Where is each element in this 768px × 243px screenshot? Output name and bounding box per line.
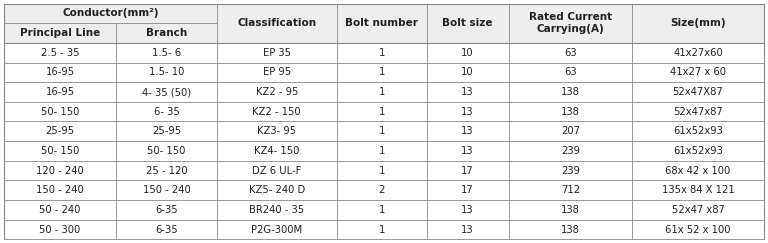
Text: 135x 84 X 121: 135x 84 X 121: [662, 185, 734, 195]
Text: 2: 2: [379, 185, 385, 195]
Text: 239: 239: [561, 146, 580, 156]
Bar: [4, 102, 764, 122]
Text: 1: 1: [379, 205, 385, 215]
Text: 138: 138: [561, 107, 580, 117]
Text: 239: 239: [561, 166, 580, 176]
Text: 138: 138: [561, 205, 580, 215]
Bar: [4, 43, 764, 62]
Text: Size(mm): Size(mm): [670, 18, 726, 28]
Text: 6- 35: 6- 35: [154, 107, 180, 117]
Text: 150 - 240: 150 - 240: [36, 185, 84, 195]
Bar: [4, 122, 764, 141]
Text: KZ3- 95: KZ3- 95: [257, 126, 296, 136]
Text: P2G-300M: P2G-300M: [251, 225, 303, 234]
Text: 6-35: 6-35: [155, 225, 178, 234]
Text: 61x52x93: 61x52x93: [673, 146, 723, 156]
Text: KZ2 - 150: KZ2 - 150: [253, 107, 301, 117]
Text: 138: 138: [561, 87, 580, 97]
Text: KZ2 - 95: KZ2 - 95: [256, 87, 298, 97]
Text: BR240 - 35: BR240 - 35: [250, 205, 304, 215]
Text: Conductor(mm²): Conductor(mm²): [62, 9, 158, 18]
Text: 138: 138: [561, 225, 580, 234]
Text: 13: 13: [462, 225, 474, 234]
Text: Branch: Branch: [146, 28, 187, 38]
Text: 1: 1: [379, 225, 385, 234]
Text: 63: 63: [564, 48, 577, 58]
Text: 50- 150: 50- 150: [41, 146, 79, 156]
Text: 1: 1: [379, 146, 385, 156]
Bar: [4, 220, 764, 239]
Text: EP 35: EP 35: [263, 48, 291, 58]
Bar: [4, 63, 764, 82]
Text: Classification: Classification: [237, 18, 316, 28]
Text: 41x27 x 60: 41x27 x 60: [670, 67, 726, 77]
Text: 2.5 - 35: 2.5 - 35: [41, 48, 79, 58]
Text: DZ 6 UL-F: DZ 6 UL-F: [252, 166, 302, 176]
Text: 120 - 240: 120 - 240: [36, 166, 84, 176]
Text: 150 - 240: 150 - 240: [143, 185, 190, 195]
Text: 25-95: 25-95: [152, 126, 181, 136]
Text: 50- 150: 50- 150: [147, 146, 186, 156]
Text: 13: 13: [462, 87, 474, 97]
Text: 10: 10: [462, 67, 474, 77]
Text: 17: 17: [462, 166, 474, 176]
Text: 41x27x60: 41x27x60: [673, 48, 723, 58]
Text: 25-95: 25-95: [45, 126, 74, 136]
Bar: [4, 4, 764, 43]
Bar: [4, 82, 764, 102]
Text: KZ4- 150: KZ4- 150: [254, 146, 300, 156]
Text: EP 95: EP 95: [263, 67, 291, 77]
Text: 50 - 240: 50 - 240: [39, 205, 81, 215]
Text: Principal Line: Principal Line: [20, 28, 101, 38]
Text: 52x47X87: 52x47X87: [673, 87, 723, 97]
Text: Bolt size: Bolt size: [442, 18, 493, 28]
Text: KZ5- 240 D: KZ5- 240 D: [249, 185, 305, 195]
Text: 68x 42 x 100: 68x 42 x 100: [665, 166, 730, 176]
Text: 1: 1: [379, 87, 385, 97]
Text: Rated Current
Carrying(A): Rated Current Carrying(A): [528, 12, 612, 34]
Text: 1: 1: [379, 48, 385, 58]
Text: 16-95: 16-95: [45, 87, 74, 97]
Text: 13: 13: [462, 126, 474, 136]
Bar: [4, 200, 764, 220]
Text: 1: 1: [379, 107, 385, 117]
Text: 61x 52 x 100: 61x 52 x 100: [665, 225, 731, 234]
Text: 25 - 120: 25 - 120: [146, 166, 187, 176]
Text: 16-95: 16-95: [45, 67, 74, 77]
Text: 13: 13: [462, 107, 474, 117]
Text: 61x52x93: 61x52x93: [673, 126, 723, 136]
Text: 4- 35 (50): 4- 35 (50): [142, 87, 191, 97]
Text: 50- 150: 50- 150: [41, 107, 79, 117]
Text: 1: 1: [379, 67, 385, 77]
Text: 207: 207: [561, 126, 580, 136]
Text: 1: 1: [379, 166, 385, 176]
Text: 1: 1: [379, 126, 385, 136]
Text: 13: 13: [462, 146, 474, 156]
Text: Bolt number: Bolt number: [346, 18, 418, 28]
Text: 6-35: 6-35: [155, 205, 178, 215]
Text: 1.5- 6: 1.5- 6: [152, 48, 181, 58]
Text: 13: 13: [462, 205, 474, 215]
Text: 1.5- 10: 1.5- 10: [149, 67, 184, 77]
Bar: [4, 180, 764, 200]
Bar: [4, 141, 764, 161]
Text: 63: 63: [564, 67, 577, 77]
Text: 50 - 300: 50 - 300: [39, 225, 81, 234]
Text: 712: 712: [561, 185, 580, 195]
Text: 17: 17: [462, 185, 474, 195]
Text: 52x47x87: 52x47x87: [673, 107, 723, 117]
Text: 52x47 x87: 52x47 x87: [671, 205, 724, 215]
Bar: [4, 161, 764, 180]
Text: 10: 10: [462, 48, 474, 58]
